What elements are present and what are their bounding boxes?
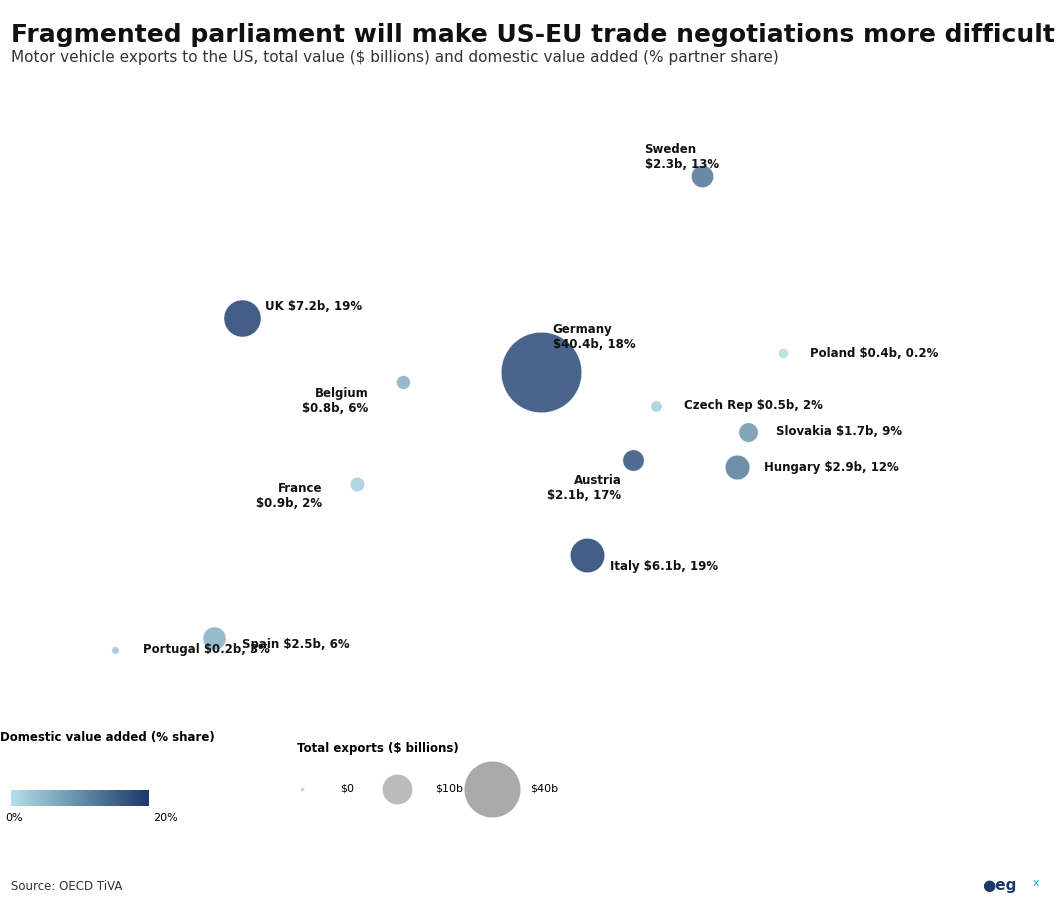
Text: Source: OECD TiVA: Source: OECD TiVA xyxy=(11,880,122,893)
Text: Belgium
$0.8b, 6%: Belgium $0.8b, 6% xyxy=(302,387,369,415)
Text: Poland $0.4b, 0.2%: Poland $0.4b, 0.2% xyxy=(810,347,938,360)
Text: Italy $6.1b, 19%: Italy $6.1b, 19% xyxy=(610,560,718,573)
Text: Fragmented parliament will make US-EU trade negotiations more difficult: Fragmented parliament will make US-EU tr… xyxy=(11,23,1055,46)
Point xyxy=(774,346,791,361)
Point xyxy=(625,453,642,467)
Point xyxy=(233,311,250,325)
Point xyxy=(729,460,746,475)
Text: Sweden
$2.3b, 13%: Sweden $2.3b, 13% xyxy=(645,143,719,171)
Text: Germany
$40.4b, 18%: Germany $40.4b, 18% xyxy=(553,322,635,351)
Text: Austria
$2.1b, 17%: Austria $2.1b, 17% xyxy=(548,475,622,503)
Text: 0%: 0% xyxy=(5,813,23,823)
Point xyxy=(394,374,411,389)
Text: x: x xyxy=(1033,878,1039,888)
Text: UK $7.2b, 19%: UK $7.2b, 19% xyxy=(265,300,362,312)
Text: Motor vehicle exports to the US, total value ($ billions) and domestic value add: Motor vehicle exports to the US, total v… xyxy=(11,50,778,65)
Text: ●eg: ●eg xyxy=(983,878,1017,893)
Text: Czech Rep $0.5b, 2%: Czech Rep $0.5b, 2% xyxy=(684,399,823,412)
Text: Domestic value added (% share): Domestic value added (% share) xyxy=(0,731,215,743)
Point xyxy=(740,425,757,439)
Point xyxy=(648,398,665,413)
Text: Hungary $2.9b, 12%: Hungary $2.9b, 12% xyxy=(765,461,899,474)
Text: Spain $2.5b, 6%: Spain $2.5b, 6% xyxy=(241,639,349,651)
Text: $0: $0 xyxy=(340,784,354,793)
Text: France
$0.9b, 2%: France $0.9b, 2% xyxy=(256,482,322,509)
Point xyxy=(348,476,365,491)
Point xyxy=(578,548,595,562)
Text: Total exports ($ billions): Total exports ($ billions) xyxy=(297,742,459,755)
Point xyxy=(205,630,222,645)
Text: $10b: $10b xyxy=(435,784,463,793)
Text: Slovakia $1.7b, 9%: Slovakia $1.7b, 9% xyxy=(776,425,902,438)
Point xyxy=(107,642,124,657)
Text: Portugal $0.2b, 3%: Portugal $0.2b, 3% xyxy=(143,643,270,656)
Point xyxy=(533,365,550,380)
Point xyxy=(580,492,597,507)
Point xyxy=(694,169,711,183)
Text: $40b: $40b xyxy=(531,784,559,793)
Text: 20%: 20% xyxy=(154,813,178,823)
